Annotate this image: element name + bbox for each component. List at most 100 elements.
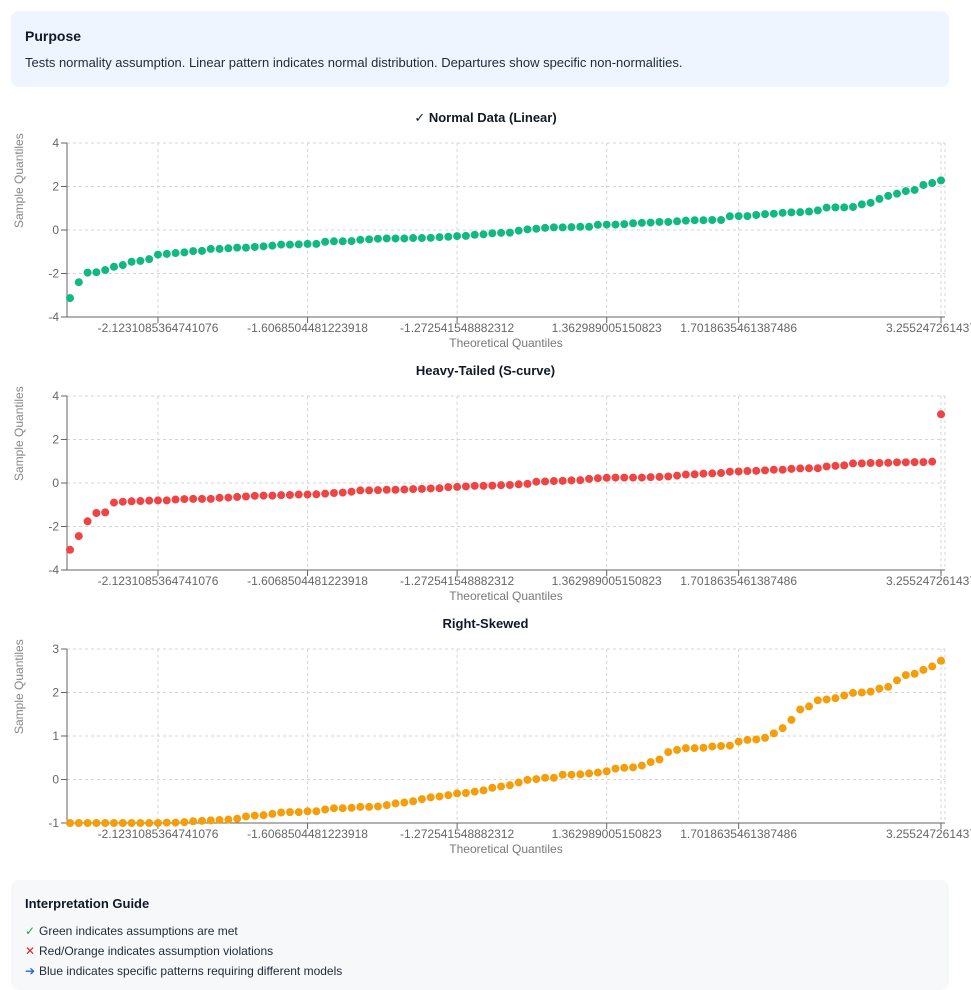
data-point bbox=[356, 235, 365, 244]
x-tick-label: -1.6068504481223918 bbox=[247, 321, 368, 335]
data-point bbox=[831, 694, 840, 703]
data-point bbox=[620, 763, 629, 772]
data-point bbox=[259, 242, 268, 251]
data-point bbox=[136, 819, 145, 827]
data-point bbox=[470, 787, 479, 796]
data-points bbox=[66, 176, 945, 303]
data-point bbox=[233, 243, 242, 252]
data-point bbox=[673, 471, 682, 480]
x-tick-label: -1.272541548882312 bbox=[400, 574, 514, 588]
x-icon: ✕ bbox=[25, 944, 36, 958]
data-point bbox=[303, 239, 312, 248]
data-point bbox=[646, 758, 655, 767]
data-point bbox=[611, 764, 620, 773]
y-axis-label: Sample Quantiles bbox=[12, 639, 26, 734]
data-point bbox=[391, 485, 400, 494]
data-point bbox=[250, 811, 259, 820]
data-point bbox=[180, 248, 189, 257]
x-tick-label: -2.1231085364741076 bbox=[98, 574, 219, 588]
data-point bbox=[805, 207, 814, 216]
data-point bbox=[813, 464, 822, 473]
grid bbox=[67, 395, 946, 571]
data-point bbox=[532, 775, 541, 784]
data-point bbox=[303, 490, 312, 499]
data-point bbox=[145, 819, 154, 827]
data-point bbox=[197, 494, 206, 503]
data-point bbox=[215, 493, 224, 502]
data-point bbox=[312, 239, 321, 248]
data-point bbox=[171, 818, 180, 827]
data-point bbox=[919, 458, 928, 467]
data-point bbox=[708, 215, 717, 224]
data-point bbox=[259, 811, 268, 820]
data-point bbox=[646, 473, 655, 482]
data-point bbox=[681, 216, 690, 225]
data-point bbox=[409, 797, 418, 806]
data-point bbox=[655, 217, 664, 226]
data-point bbox=[743, 467, 752, 476]
data-point bbox=[461, 788, 470, 797]
data-point bbox=[937, 656, 945, 665]
data-point bbox=[162, 496, 171, 505]
qq-plot-normal: 4 2 0 -2 -4 -2.1231085364741076 -1.60685044812… bbox=[12, 133, 971, 350]
data-point bbox=[593, 220, 602, 229]
data-point bbox=[664, 472, 673, 481]
data-point bbox=[74, 532, 83, 541]
y-tick-label: 2 bbox=[52, 686, 59, 700]
data-point bbox=[576, 222, 585, 231]
data-point bbox=[417, 484, 426, 493]
data-point bbox=[558, 223, 567, 232]
data-point bbox=[875, 684, 884, 693]
data-point bbox=[576, 476, 585, 485]
data-point bbox=[884, 458, 893, 467]
data-point bbox=[523, 225, 532, 234]
data-point bbox=[558, 476, 567, 485]
data-point bbox=[637, 218, 646, 227]
data-point bbox=[734, 737, 743, 746]
data-point bbox=[101, 819, 110, 827]
data-point bbox=[901, 187, 910, 196]
data-point bbox=[215, 244, 224, 253]
y-tick-label: 4 bbox=[52, 136, 59, 150]
guide-item-text: Green indicates assumptions are met bbox=[39, 924, 238, 938]
data-point bbox=[321, 237, 330, 246]
data-point bbox=[373, 234, 382, 243]
data-point bbox=[637, 761, 646, 770]
data-point bbox=[778, 208, 787, 217]
data-point bbox=[479, 786, 488, 795]
x-tick-label: -1.6068504481223918 bbox=[247, 827, 368, 841]
x-tick-label: -1.272541548882312 bbox=[400, 827, 514, 841]
data-point bbox=[717, 742, 726, 751]
guide-item-red: ✕ Red/Orange indicates assumption violati… bbox=[25, 941, 935, 961]
data-point bbox=[505, 228, 514, 237]
data-point bbox=[690, 744, 699, 753]
data-point bbox=[312, 807, 321, 816]
data-point bbox=[215, 815, 224, 824]
data-point bbox=[400, 234, 409, 243]
data-point bbox=[778, 724, 787, 733]
data-point bbox=[101, 508, 110, 517]
data-point bbox=[426, 233, 435, 242]
data-point bbox=[347, 487, 356, 496]
data-point bbox=[769, 729, 778, 738]
data-point bbox=[629, 473, 638, 482]
data-point bbox=[690, 470, 699, 479]
data-point bbox=[417, 795, 426, 804]
data-point bbox=[347, 803, 356, 812]
guide-title: Interpretation Guide bbox=[25, 896, 150, 911]
data-point bbox=[567, 476, 576, 485]
data-point bbox=[690, 216, 699, 225]
y-tick-label: -1 bbox=[48, 816, 59, 830]
y-tick-label: 2 bbox=[52, 180, 59, 194]
data-point bbox=[787, 715, 796, 724]
purpose-panel: Purpose Tests normality assumption. Line… bbox=[11, 11, 949, 87]
data-point bbox=[347, 237, 356, 246]
data-point bbox=[910, 458, 919, 467]
data-point bbox=[180, 818, 189, 827]
data-point bbox=[567, 770, 576, 779]
data-point bbox=[145, 496, 154, 505]
y-tick-label: 1 bbox=[52, 729, 59, 743]
data-point bbox=[893, 676, 902, 685]
data-point bbox=[285, 240, 294, 249]
data-point bbox=[453, 789, 462, 798]
